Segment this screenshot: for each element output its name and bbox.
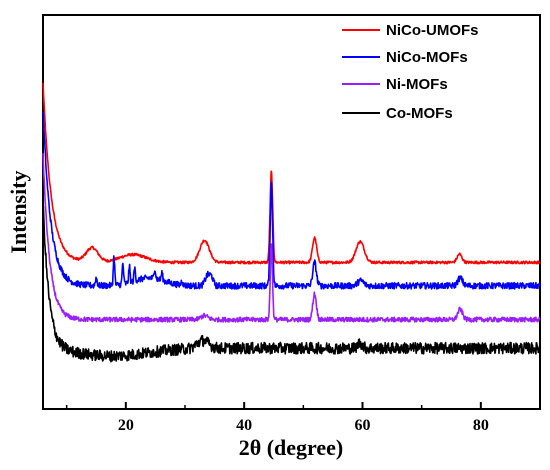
x-axis-ticks: 20 40 60 80 [65,402,489,434]
y-axis-label: Intensity [6,170,31,253]
x-tick-label: 20 [118,417,134,434]
legend-label-co-mofs: Co-MOFs [386,105,453,122]
x-tick-label: 80 [473,417,489,434]
legend-label-nico-mofs: NiCo-MOFs [386,49,468,66]
legend-label-ni-mofs: Ni-MOFs [386,76,448,93]
series-line-ni-mofs [42,153,541,323]
legend-label-nico-umofs: NiCo-UMOFs [386,22,479,39]
series-layer [42,82,541,363]
x-tick-label: 60 [355,417,371,434]
series-line-co-mofs [42,204,541,363]
x-tick-label: 40 [236,417,252,434]
x-axis-label: 2θ (degree) [239,435,344,460]
legend: NiCo-UMOFs NiCo-MOFs Ni-MOFs Co-MOFs [342,22,479,122]
series-line-nico-mofs [42,111,541,290]
series-line-nico-umofs [42,82,541,265]
